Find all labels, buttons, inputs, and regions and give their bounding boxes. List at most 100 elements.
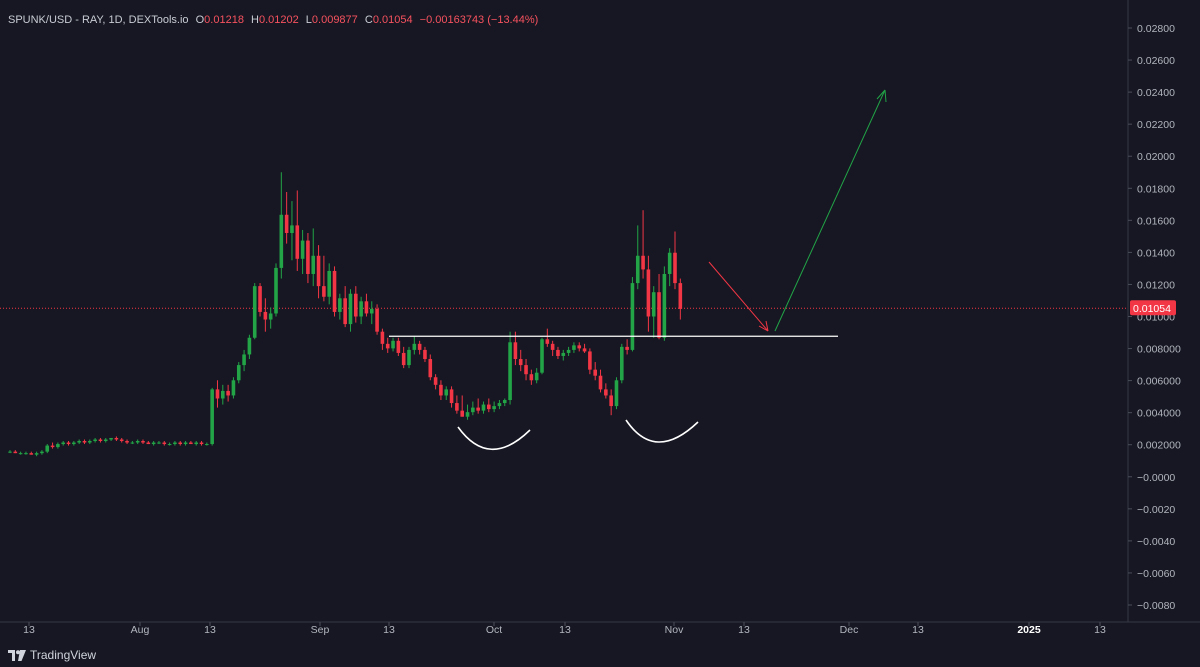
price-tick-label: 0.01800 (1137, 183, 1175, 195)
candle (359, 296, 363, 325)
candle-body (242, 354, 246, 366)
candle-body (524, 365, 528, 375)
candle (13, 450, 18, 454)
candle (66, 441, 71, 446)
candle (455, 395, 459, 414)
candle (290, 201, 294, 261)
candle-body (173, 442, 177, 445)
price-tick-label: 0.01600 (1137, 215, 1175, 227)
candle-body (151, 442, 156, 445)
candle-body (109, 437, 113, 440)
candle (545, 328, 550, 347)
candle (646, 255, 651, 332)
candle-body (428, 359, 433, 378)
tradingview-name: TradingView (30, 648, 97, 662)
pullback-arrow-head[interactable] (758, 320, 769, 332)
candle-body (45, 445, 50, 452)
price-tick-label: −0.0000 (1137, 472, 1175, 484)
candle-body (157, 442, 161, 444)
candle (263, 298, 268, 332)
candle-body (88, 441, 92, 443)
candle (284, 191, 289, 244)
candle (354, 286, 358, 323)
candle (18, 451, 23, 455)
candle (635, 225, 640, 290)
candle (369, 301, 374, 325)
price-tick-label: 0.02600 (1137, 55, 1175, 67)
candle-body (13, 451, 18, 454)
candle-body (72, 442, 76, 445)
candle (412, 336, 417, 355)
time-tick-label: 2025 (1017, 624, 1041, 636)
time-axis[interactable]: 13 Aug 13 Sep 13 Oct 13 Nov 13 Dec 13 2025 13 (23, 622, 1106, 636)
candle-body (620, 346, 624, 381)
candle (183, 441, 188, 446)
breakout-arrow-head[interactable] (876, 89, 887, 103)
candle (332, 266, 337, 317)
candle-body (561, 352, 566, 356)
candle-body (199, 442, 204, 445)
symbol-legend: SPUNK/USD - RAY, 1D, DEXTools.io O0.0121… (8, 14, 542, 26)
candle (625, 339, 629, 355)
candle-body (545, 339, 550, 344)
candle (396, 337, 401, 356)
drawings-group[interactable] (389, 89, 887, 451)
candle-body (497, 403, 502, 407)
tradingview-branding[interactable]: TradingView (8, 648, 96, 662)
candle (630, 277, 635, 352)
candle (502, 398, 507, 407)
breakout-arrow-line[interactable] (774, 89, 886, 332)
candle (614, 377, 619, 410)
candle (231, 377, 236, 399)
candle-body (492, 406, 496, 410)
candle-body (673, 252, 677, 284)
candle (316, 245, 321, 299)
candle (604, 383, 608, 399)
candle-body (93, 439, 97, 442)
candle (88, 439, 92, 445)
close-value: 0.01054 (372, 14, 413, 26)
price-tick-label: 0.02000 (1137, 151, 1175, 163)
candle (449, 386, 454, 408)
low-label: L (305, 14, 312, 26)
candle-body (614, 380, 619, 407)
candle-body (98, 439, 103, 442)
candle-body (50, 445, 55, 448)
candle-body (662, 273, 667, 338)
candle-body (433, 377, 438, 385)
candle (343, 286, 347, 328)
candle-body (460, 410, 464, 417)
candle-body (279, 214, 284, 268)
tradingview-logo-icon (8, 649, 26, 661)
candle-body (465, 412, 470, 417)
right-bottom-curve[interactable] (625, 419, 699, 443)
candle (518, 349, 523, 372)
candle (215, 380, 220, 408)
candle-body (667, 252, 672, 274)
candle (481, 401, 486, 414)
open-value: 0.01218 (204, 14, 244, 26)
price-axis[interactable]: 0.02800 0.02600 0.02400 0.02200 0.02000 0.018… (1128, 23, 1181, 612)
left-bottom-curve[interactable] (457, 426, 531, 451)
candle (268, 307, 273, 329)
candle-body (274, 267, 278, 314)
price-tick-label: 0.01400 (1137, 247, 1175, 259)
candle (242, 349, 246, 372)
open-label: O (195, 14, 205, 26)
pullback-arrow-line[interactable] (708, 261, 769, 332)
time-tick-label: 13 (912, 624, 924, 636)
price-tick-label: 0.004000 (1137, 408, 1181, 420)
candle (226, 384, 230, 402)
candle-body (66, 442, 71, 445)
candle (348, 289, 353, 332)
candle (375, 304, 379, 335)
symbol-title[interactable]: SPUNK/USD - RAY, 1D, DEXTools.io (8, 14, 189, 26)
candle-body (609, 395, 613, 407)
candle-body (24, 453, 28, 455)
candle (29, 451, 34, 455)
candle (593, 362, 597, 381)
candle-body (657, 292, 661, 338)
candle (641, 210, 645, 279)
